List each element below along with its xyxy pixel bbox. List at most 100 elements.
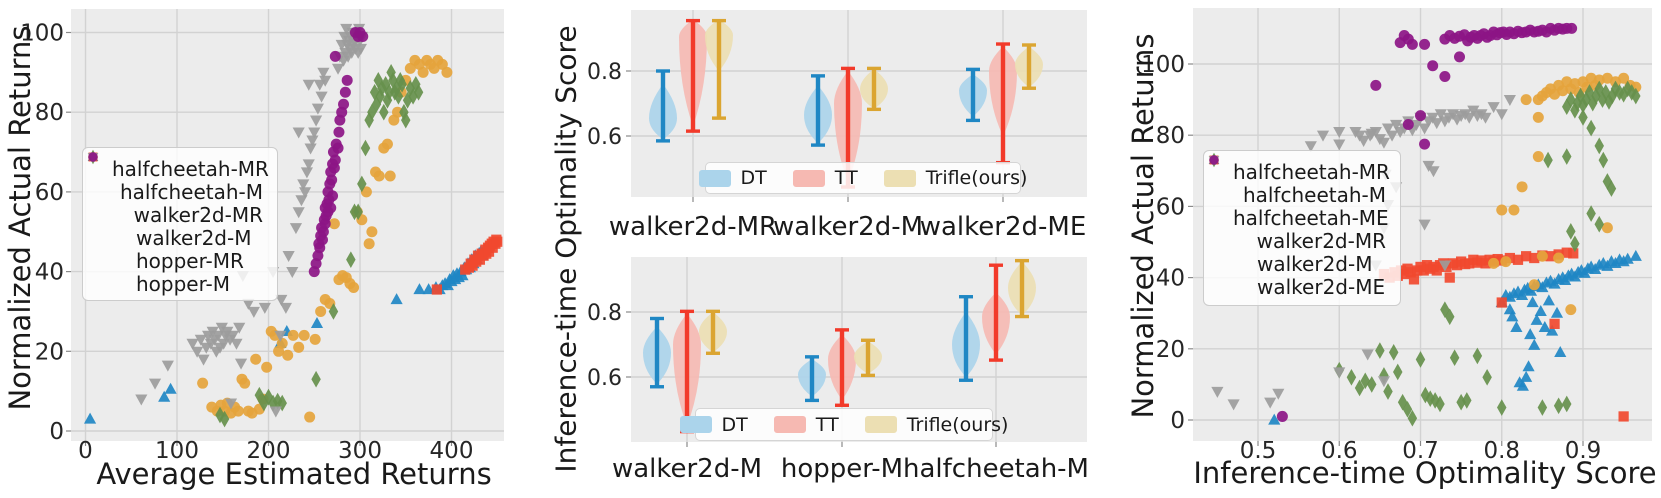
data-point-hopper-MR bbox=[311, 103, 324, 115]
legend-item: walker2d-ME bbox=[1209, 155, 1386, 299]
x-tick-label: 200 bbox=[247, 438, 291, 464]
data-point-walker2d-MR bbox=[315, 305, 327, 317]
data-point-walker2d-M bbox=[1377, 376, 1391, 388]
data-point-halfcheetah-ME bbox=[1618, 72, 1630, 84]
data-point-hopper-MR bbox=[310, 115, 323, 127]
legend-label: Trifle(ours) bbox=[906, 413, 1009, 436]
data-point-walker2d-MR bbox=[1497, 399, 1507, 416]
data-point-hopper-MR bbox=[186, 338, 199, 350]
data-point-walker2d-MR bbox=[309, 333, 321, 345]
data-point-walker2d-M bbox=[391, 79, 402, 97]
data-point-halfcheetah-MR bbox=[1524, 328, 1537, 340]
data-point-halfcheetah-M bbox=[492, 236, 503, 247]
data-point-hopper-MR bbox=[295, 195, 308, 207]
data-point-hopper-MR bbox=[247, 306, 260, 318]
data-point-halfcheetah-M bbox=[1529, 252, 1540, 264]
data-point-walker2d-MR bbox=[366, 226, 378, 238]
data-point-halfcheetah-ME bbox=[1488, 257, 1500, 269]
data-point-walker2d-MR bbox=[293, 341, 305, 353]
data-point-walker2d-MR bbox=[1562, 148, 1572, 165]
x-tick-label: 0 bbox=[78, 438, 93, 464]
y-tick-label: 20 bbox=[1156, 337, 1185, 363]
data-point-walker2d-M bbox=[1357, 135, 1370, 147]
data-point-hopper-MR bbox=[354, 43, 367, 55]
data-point-walker2d-M bbox=[1418, 219, 1431, 231]
data-point-hopper-M bbox=[341, 74, 353, 86]
y-tick-label: 40 bbox=[1156, 266, 1185, 292]
data-point-halfcheetah-M bbox=[1568, 248, 1579, 259]
right-y-axis-label: Normalized Actual Returns bbox=[1126, 33, 1160, 419]
data-point-walker2d-MR bbox=[1543, 151, 1553, 169]
data-point-walker2d-MR bbox=[436, 58, 448, 70]
legend-item: walker2d-M bbox=[88, 149, 263, 250]
data-point-halfcheetah-MR bbox=[1629, 249, 1642, 261]
data-point-walker2d-MR bbox=[232, 405, 244, 417]
data-point-walker2d-MR bbox=[276, 337, 288, 349]
data-point-hopper-M bbox=[328, 162, 340, 174]
data-point-walker2d-ME bbox=[1414, 110, 1427, 122]
data-point-walker2d-MR bbox=[417, 66, 429, 78]
legend-item: hopper-MR bbox=[87, 152, 263, 273]
legend-item: DT bbox=[679, 414, 748, 436]
data-point-halfcheetah-ME bbox=[1500, 256, 1512, 268]
data-point-walker2d-M bbox=[1361, 349, 1374, 361]
data-point-walker2d-M bbox=[1418, 123, 1431, 135]
data-point-hopper-MR bbox=[306, 135, 319, 147]
legend-label: halfcheetah-MR bbox=[1233, 159, 1390, 184]
data-point-walker2d-MR bbox=[392, 106, 404, 118]
y-tick-label: 80 bbox=[35, 100, 64, 126]
data-point-hopper-M bbox=[327, 190, 339, 202]
data-point-walker2d-MR bbox=[1346, 368, 1357, 386]
data-point-walker2d-M bbox=[397, 75, 407, 93]
data-point-hopper-MR bbox=[319, 75, 332, 87]
data-point-hopper-MR bbox=[331, 63, 345, 75]
y-tick-label: 20 bbox=[35, 339, 64, 365]
legend-item: halfcheetah-M bbox=[1209, 155, 1386, 207]
violin-bottom-legend: DT TT Trifle(ours) bbox=[679, 408, 1008, 441]
data-point-hopper-MR bbox=[300, 167, 314, 179]
data-point-halfcheetah-ME bbox=[1532, 111, 1544, 123]
legend-label: TT bbox=[834, 167, 858, 189]
data-point-walker2d-M bbox=[1390, 119, 1403, 131]
tt-color-patch bbox=[792, 169, 825, 187]
data-point-hopper-MR bbox=[191, 346, 204, 358]
data-point-walker2d-MR bbox=[1537, 399, 1548, 416]
data-point-hopper-MR bbox=[135, 394, 148, 406]
data-point-hopper-MR bbox=[230, 338, 243, 350]
data-point-hopper-M bbox=[333, 126, 345, 138]
data-point-hopper-MR bbox=[286, 266, 299, 278]
legend-item: walker2d-MR bbox=[1209, 152, 1386, 253]
data-point-halfcheetah-MR bbox=[1538, 321, 1551, 333]
data-point-walker2d-M bbox=[1211, 386, 1224, 398]
data-point-walker2d-M bbox=[219, 410, 230, 428]
data-point-walker2d-MR bbox=[1586, 205, 1596, 222]
data-point-hopper-M bbox=[339, 86, 351, 98]
data-point-halfcheetah-MR bbox=[1530, 313, 1543, 325]
data-point-hopper-MR bbox=[338, 31, 351, 43]
data-point-walker2d-M bbox=[379, 103, 389, 121]
data-point-hopper-M bbox=[319, 218, 331, 230]
data-point-hopper-MR bbox=[313, 79, 326, 91]
data-point-walker2d-M bbox=[371, 95, 382, 113]
y-tick-label: 100 bbox=[20, 21, 64, 47]
data-point-hopper-MR bbox=[340, 23, 353, 35]
data-point-walker2d-MR bbox=[1415, 351, 1426, 368]
data-point-walker2d-MR bbox=[287, 329, 299, 341]
data-point-walker2d-MR bbox=[282, 349, 294, 361]
data-point-hopper-M bbox=[326, 174, 338, 186]
data-point-walker2d-ME bbox=[1419, 38, 1431, 50]
data-point-walker2d-M bbox=[277, 394, 287, 412]
data-point-walker2d-M bbox=[346, 251, 356, 268]
data-point-halfcheetah-MR bbox=[310, 317, 324, 329]
trifle-color-patch bbox=[883, 169, 916, 187]
data-point-walker2d-MR bbox=[1402, 401, 1413, 418]
category-label: walker2d-ME bbox=[919, 212, 1087, 242]
data-point-hopper-MR bbox=[308, 127, 321, 139]
data-point-walker2d-ME bbox=[1419, 138, 1431, 150]
data-point-walker2d-M bbox=[1272, 388, 1285, 400]
category-label: walker2d-M bbox=[611, 454, 763, 484]
data-point-walker2d-MR bbox=[1614, 84, 1625, 101]
data-point-hopper-M bbox=[338, 98, 350, 110]
dt-color-patch bbox=[679, 416, 712, 433]
data-point-hopper-MR bbox=[304, 143, 317, 155]
